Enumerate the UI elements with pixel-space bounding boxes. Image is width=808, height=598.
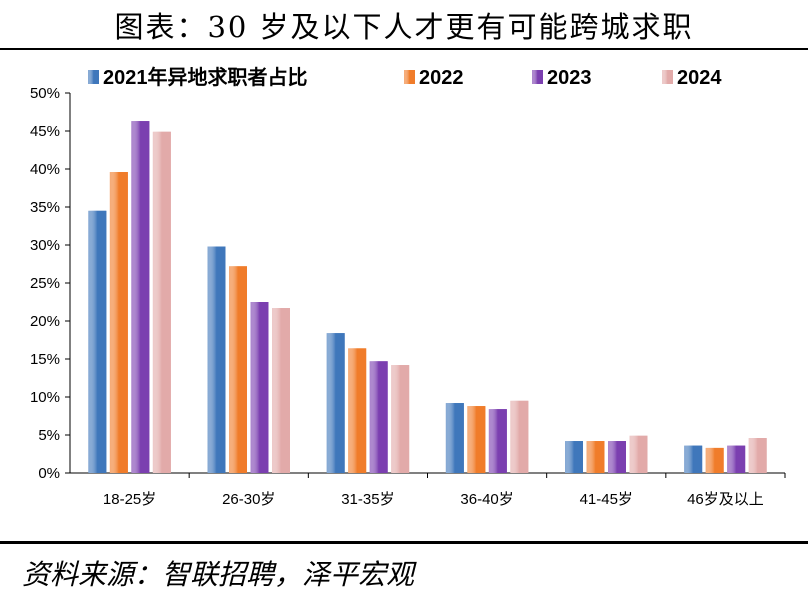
y-tick-label: 50%	[30, 85, 60, 102]
y-tick-label: 35%	[30, 199, 60, 216]
x-tick-label: 41-45岁	[580, 491, 633, 508]
bar-shade	[229, 266, 247, 473]
source-note: 资料来源：智联招聘，泽平宏观	[22, 558, 415, 591]
source-divider	[0, 541, 808, 544]
bar-shade	[131, 121, 150, 474]
bar-shade	[608, 441, 626, 473]
legend-label: 2022	[419, 67, 464, 89]
bar-shade	[748, 438, 767, 473]
y-tick-label: 0%	[38, 465, 60, 482]
bar-shade	[369, 361, 388, 473]
x-tick-label: 18-25岁	[103, 491, 156, 508]
legend-label: 2023	[547, 67, 592, 89]
bar-shade	[207, 246, 226, 473]
legend-swatch-shade	[404, 70, 415, 84]
bar-shade	[445, 403, 464, 473]
title-divider	[0, 48, 808, 50]
bar-shade	[152, 131, 171, 473]
bar-shade	[88, 210, 107, 474]
x-tick-label: 46岁及以上	[687, 491, 764, 508]
bar-shade	[565, 441, 583, 473]
bar-shade	[629, 435, 648, 473]
bar-shade	[488, 409, 507, 473]
bar-shade	[705, 447, 724, 473]
bar-chart: 0% 5% 10% 15% 20% 25% 30% 35% 40% 45% 50% 18-25岁 26-…	[30, 65, 786, 508]
bar-shade	[467, 406, 486, 473]
x-tick-label: 36-40岁	[460, 491, 513, 508]
x-tick-label: 31-35岁	[341, 491, 394, 508]
x-tick-label: 26-30岁	[222, 491, 275, 508]
y-tick-label: 5%	[38, 427, 60, 444]
bar-shade	[348, 348, 367, 473]
y-tick-label: 40%	[30, 161, 60, 178]
bar-shade	[109, 172, 128, 474]
y-tick-label: 45%	[30, 123, 60, 140]
y-tick-label: 25%	[30, 275, 60, 292]
y-tick-label: 20%	[30, 313, 60, 330]
legend-swatch-shade	[88, 70, 99, 84]
bar-shade	[510, 400, 529, 473]
legend-swatch-shade	[662, 70, 673, 84]
legend-swatch-shade	[532, 70, 543, 84]
bar-shade	[727, 445, 746, 473]
bar-shade	[586, 441, 605, 473]
bar-shade	[684, 445, 703, 473]
bar-shade	[326, 333, 345, 473]
legend-label: 2021年异地求职者占比	[103, 65, 308, 89]
y-tick-label: 15%	[30, 351, 60, 368]
chart-title: 图表：30 岁及以下人才更有可能跨城求职	[114, 10, 694, 44]
legend-label: 2024	[677, 67, 722, 89]
y-tick-label: 30%	[30, 237, 60, 254]
bar-shade	[272, 308, 290, 473]
bar-shade	[391, 365, 410, 473]
bar-shade	[250, 302, 269, 473]
y-tick-label: 10%	[30, 389, 60, 406]
